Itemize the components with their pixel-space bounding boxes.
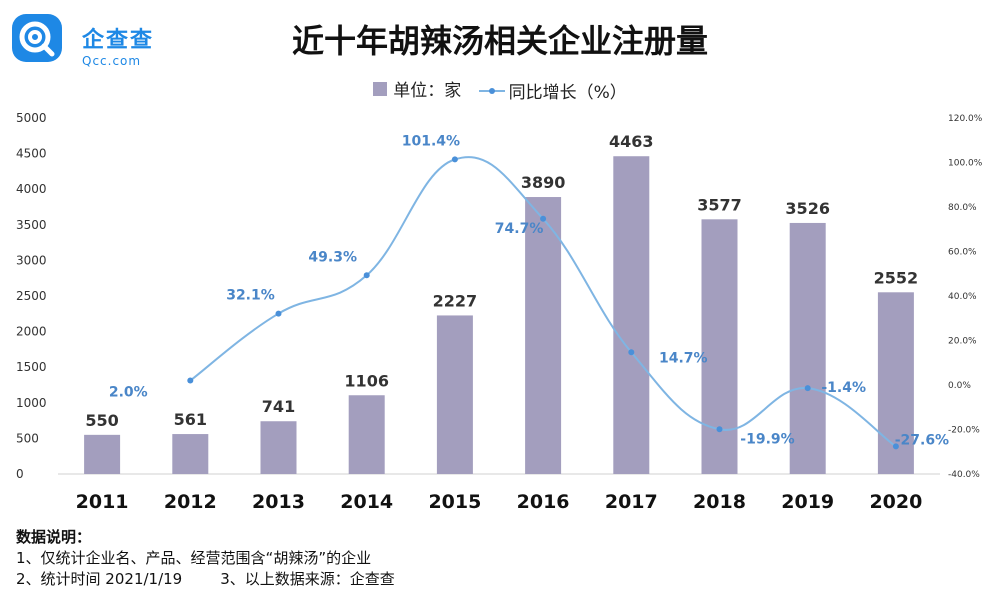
legend-item-line: 同比增长（%） [478,78,627,103]
notes-line-2a: 2、统计时间 2021/1/19 [16,570,183,588]
legend-line-swatch [478,86,505,96]
x-tick-label: 2016 [517,491,570,513]
qcc-logo-icon [12,14,62,62]
bar [789,222,826,474]
x-tick-label: 2017 [605,491,658,513]
x-tick-label: 2020 [869,491,922,513]
y2-tick-label: 40.0% [948,292,977,302]
bar-value-label: 550 [85,411,118,430]
growth-marker [804,385,811,392]
growth-marker [451,156,458,163]
bar [525,197,562,475]
growth-value-label: -27.6% [895,432,949,448]
x-tick-label: 2019 [781,491,834,513]
y-tick-label: 4500 [16,147,47,161]
y-tick-label: 3000 [16,253,47,267]
bar [436,315,473,474]
growth-value-label: 49.3% [308,249,357,265]
y-tick-label: 2000 [16,325,47,339]
y2-tick-label: 60.0% [948,248,977,258]
x-tick-label: 2014 [340,491,393,513]
y-tick-label: 2500 [16,289,47,303]
bar [613,156,650,474]
growth-marker [628,349,635,356]
legend-bar-label: 单位：家 [393,81,462,101]
bar-value-label: 3526 [785,199,830,218]
legend: 单位：家 同比增长（%） [0,76,1000,103]
bar-value-label: 3890 [521,173,566,192]
y-tick-label: 3500 [16,218,47,232]
bar [172,434,209,474]
y2-tick-label: 20.0% [948,337,977,347]
bar-value-label: 561 [174,410,207,429]
y-tick-label: 1000 [16,396,47,410]
growth-value-label: 74.7% [495,221,544,237]
growth-marker [716,426,723,433]
x-tick-label: 2011 [76,491,129,513]
logo-name: 企查查 [82,28,155,53]
x-tick-label: 2013 [252,491,305,513]
bar-value-label: 741 [262,397,295,416]
growth-marker [187,377,194,384]
y2-tick-label: 100.0% [948,159,983,169]
bar-value-label: 3577 [697,195,742,214]
bar [84,434,121,474]
growth-value-label: -19.9% [740,431,794,447]
y-tick-label: 4000 [16,182,47,196]
growth-value-label: 32.1% [226,288,275,304]
notes-line-2b: 3、以上数据来源：企查查 [220,570,395,588]
data-notes: 数据说明： 1、仅统计企业名、产品、经营范围含“胡辣汤”的企业 2、统计时间 2… [16,527,395,590]
y2-tick-label: -40.0% [948,470,980,480]
bar-value-label: 4463 [609,132,654,151]
y-tick-label: 500 [16,431,39,445]
y-tick-label: 1500 [16,360,47,374]
y2-tick-label: -20.0% [948,426,980,436]
x-tick-label: 2018 [693,491,746,513]
y-tick-label: 5000 [16,111,47,125]
bar [701,219,738,474]
y2-tick-label: 80.0% [948,203,977,213]
bar-value-label: 1106 [344,371,389,390]
growth-value-label: 2.0% [109,385,148,401]
y-tick-label: 0 [16,467,24,481]
logo: 企查查 Qcc.com [10,12,160,68]
growth-marker [363,272,370,279]
y2-tick-label: 0.0% [948,381,971,391]
notes-line-2: 2、统计时间 2021/1/19 3、以上数据来源：企查查 [16,569,395,590]
growth-marker [540,215,547,222]
legend-item-bar: 单位：家 [373,76,461,101]
notes-line-1: 1、仅统计企业名、产品、经营范围含“胡辣汤”的企业 [16,549,372,567]
x-tick-label: 2012 [164,491,217,513]
logo-domain: Qcc.com [82,54,142,68]
bar [348,395,385,474]
growth-marker [892,443,899,450]
growth-value-label: -1.4% [821,380,866,396]
growth-marker [275,310,282,317]
chart-title: 近十年胡辣汤相关企业注册量 [291,22,708,60]
notes-heading: 数据说明： [16,528,92,546]
growth-value-label: 14.7% [659,350,708,366]
bar-value-label: 2227 [433,291,478,310]
legend-line-label: 同比增长（%） [508,83,627,103]
x-tick-label: 2015 [428,491,481,513]
legend-bar-swatch [373,81,388,96]
bar-value-label: 2552 [874,268,919,287]
y2-tick-label: 120.0% [948,114,983,124]
combo-chart: 5000450040003500300025002000150010005000… [16,111,983,513]
bar [260,421,297,474]
growth-value-label: 101.4% [402,133,460,149]
